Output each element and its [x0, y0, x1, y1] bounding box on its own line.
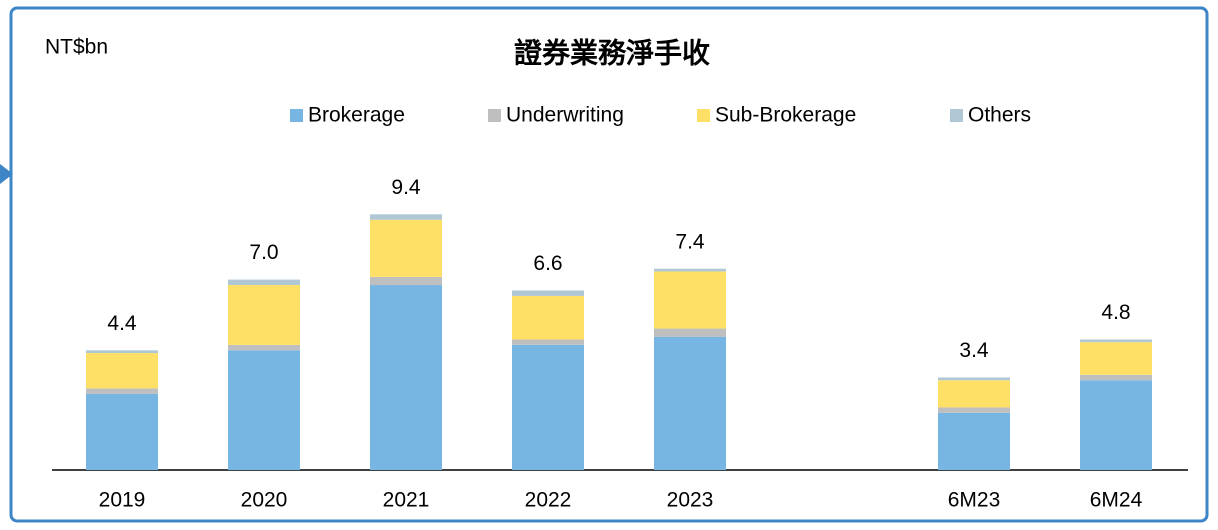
bar-segment — [654, 271, 726, 329]
x-tick-label: 6M24 — [1090, 489, 1143, 512]
bar-segment — [86, 350, 158, 354]
bar-segment — [938, 407, 1010, 413]
bar-segment — [1080, 380, 1152, 470]
unit-label: NT$bn — [45, 36, 108, 59]
bar-segment — [938, 412, 1010, 470]
bar-segment — [370, 214, 442, 220]
legend-label: Sub-Brokerage — [715, 104, 856, 127]
x-tick-label: 2021 — [383, 489, 430, 512]
total-label: 4.4 — [107, 312, 137, 335]
bar-segment — [654, 336, 726, 470]
total-label: 6.6 — [533, 252, 562, 275]
bar-segment — [654, 268, 726, 272]
legend-swatch — [697, 109, 710, 122]
arrow — [0, 164, 13, 184]
legend-swatch — [290, 109, 303, 122]
bar-segment — [86, 388, 158, 394]
bar-segment — [512, 344, 584, 470]
x-tick-label: 6M23 — [948, 489, 1001, 512]
bar-segment — [86, 353, 158, 389]
bar-segment — [228, 279, 300, 286]
x-tick-label: 2023 — [667, 489, 714, 512]
bar-segment — [512, 290, 584, 296]
bar-segment — [1080, 339, 1152, 343]
bar-segment — [228, 350, 300, 470]
bar-segment — [1080, 342, 1152, 375]
bar-segment — [370, 285, 442, 470]
total-label: 7.0 — [249, 241, 278, 264]
bar-segment — [370, 219, 442, 277]
x-tick-label: 2019 — [99, 489, 146, 512]
bar-segment — [1080, 374, 1152, 381]
legend-label: Brokerage — [308, 104, 405, 127]
x-tick-label: 2020 — [241, 489, 288, 512]
legend-swatch — [488, 109, 501, 122]
chart-title: 證券業務淨手收 — [514, 36, 710, 68]
bar-segment — [370, 276, 442, 286]
bar-segment — [512, 295, 584, 340]
bar-segment — [654, 328, 726, 337]
legend-label: Others — [968, 104, 1031, 127]
total-label: 7.4 — [675, 230, 705, 253]
total-label: 3.4 — [959, 339, 989, 362]
legend-swatch — [950, 109, 963, 122]
legend-label: Underwriting — [506, 104, 624, 127]
bar-segment — [938, 380, 1010, 408]
bar-segment — [938, 377, 1010, 381]
x-tick-label: 2022 — [525, 489, 572, 512]
bar-segment — [86, 393, 158, 470]
bar-segment — [512, 339, 584, 345]
bar-segment — [228, 285, 300, 345]
total-label: 4.8 — [1101, 301, 1130, 324]
total-label: 9.4 — [391, 176, 421, 199]
frame — [9, 6, 1209, 523]
bar-segment — [228, 344, 300, 351]
